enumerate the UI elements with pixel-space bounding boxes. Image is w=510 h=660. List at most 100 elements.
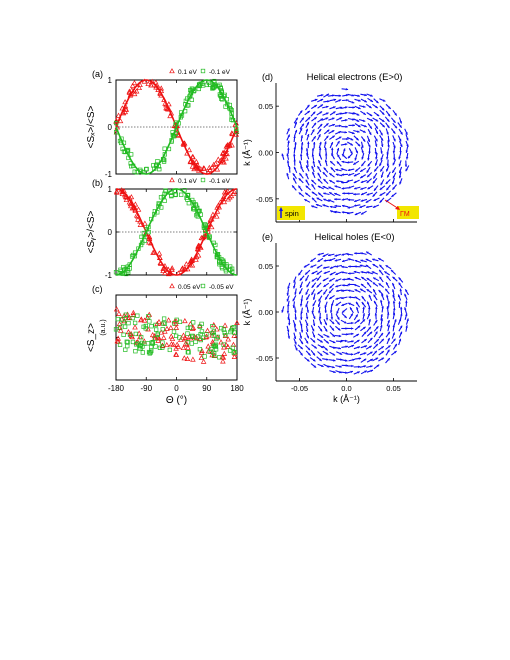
data-point (190, 334, 195, 340)
data-point (125, 264, 131, 269)
spin-arrow-head (378, 283, 382, 286)
data-point (142, 220, 148, 226)
spin-arrow-head (299, 153, 303, 157)
spin-arrow-head (356, 113, 360, 116)
spin-arrow-head (354, 187, 357, 190)
spin-arrow-head (295, 348, 298, 351)
spin-arrow-head (387, 349, 390, 353)
spin-arrow-head (387, 337, 390, 341)
spin-arrow-head (316, 266, 320, 269)
legend-marker-red (169, 177, 175, 183)
spin-arrow-head (363, 326, 366, 330)
spin-arrow-head (358, 99, 361, 102)
spin-arrow-head (387, 125, 390, 128)
spin-arrow-head (375, 131, 378, 134)
spin-arrow-head (323, 271, 327, 274)
data-point (212, 351, 217, 356)
spin-arrow-head (348, 265, 351, 268)
spin-arrow-head (311, 148, 315, 151)
spin-arrow-head (317, 253, 321, 256)
spin-arrow-head (310, 265, 313, 268)
spin-arrow-head (405, 168, 408, 172)
spin-arrow-head (299, 291, 302, 295)
data-point (162, 269, 168, 276)
y-axis-unit: (a.u.) (100, 319, 107, 335)
spin-arrow-head (354, 277, 358, 280)
spin-arrow-head (346, 99, 349, 102)
data-point (180, 344, 187, 351)
spin-arrow-head (292, 305, 296, 308)
spin-arrow-head (392, 181, 395, 185)
spin-arrow-head (305, 292, 308, 295)
spin-arrow-head (293, 135, 296, 138)
data-point (126, 320, 131, 326)
data-point (230, 345, 235, 350)
y-axis-title: k (Å⁻¹) (242, 139, 252, 166)
spin-arrow-head (328, 253, 331, 257)
spin-arrow-head (352, 112, 355, 115)
data-point (214, 326, 220, 332)
spin-arrow-head (287, 147, 290, 150)
spin-arrow-head (380, 314, 383, 317)
data-point (134, 170, 140, 175)
spin-arrow-head (342, 192, 345, 195)
data-point (215, 156, 222, 162)
data-point (162, 321, 168, 326)
spin-arrow-head (345, 333, 349, 336)
spin-arrow-head (342, 154, 345, 157)
y-tick-label: -1 (105, 271, 113, 280)
data-point (207, 166, 213, 172)
data-point (160, 345, 165, 350)
spin-arrow-head (366, 271, 370, 274)
spin-arrow-head (287, 304, 290, 308)
spin-arrow-head (317, 185, 321, 189)
spin-arrow-head (375, 119, 379, 122)
spin-arrow-head (329, 180, 332, 183)
spin-arrow-head (347, 211, 350, 215)
spin-arrow-head (354, 157, 357, 161)
data-point (150, 249, 156, 255)
spin-arrow-head (365, 200, 369, 203)
data-point (122, 324, 128, 329)
spin-arrow-head (307, 117, 311, 120)
spin-arrow-head (375, 105, 378, 108)
data-point (181, 355, 188, 361)
spin-arrow-head (376, 364, 380, 368)
data-point (170, 341, 177, 347)
spin-arrow-head (322, 204, 326, 207)
spin-arrow-head (368, 326, 371, 330)
spin-arrow-head (398, 318, 402, 322)
spin-arrow-head (324, 329, 328, 332)
spin-arrow-head (342, 204, 345, 208)
spin-arrow-head (320, 335, 324, 338)
spin-arrow-head (405, 150, 408, 153)
spin-arrow-head (398, 277, 401, 280)
spin-arrow-head (406, 137, 409, 141)
spin-arrow-head (384, 271, 387, 274)
spin-arrow-head (295, 117, 298, 121)
spin-arrow-head (379, 163, 382, 167)
spin-arrow-head (353, 204, 357, 207)
spin-arrow-head (287, 317, 290, 320)
data-point (221, 199, 228, 205)
x-tick-label: 0.05 (386, 384, 401, 393)
data-point (229, 142, 235, 148)
spin-arrow-head (380, 138, 384, 141)
spin-arrow-head (374, 313, 378, 316)
spin-arrow-head (374, 300, 377, 304)
data-point (139, 335, 144, 340)
spin-arrow-head (361, 156, 364, 160)
spin-arrow-head (399, 325, 403, 329)
spin-arrow-head (357, 124, 361, 128)
data-point (157, 345, 163, 350)
data-point (121, 332, 126, 337)
spin-arrow-head (351, 353, 354, 356)
spin-arrow-head (363, 352, 367, 355)
data-point (127, 92, 134, 98)
spin-arrow-head (333, 106, 336, 109)
spin-arrow-head (351, 101, 355, 104)
data-point (234, 129, 239, 134)
panel-title: Helical holes (E<0) (315, 232, 395, 243)
spin-arrow-head (312, 323, 316, 326)
spin-arrow-head (319, 111, 323, 114)
